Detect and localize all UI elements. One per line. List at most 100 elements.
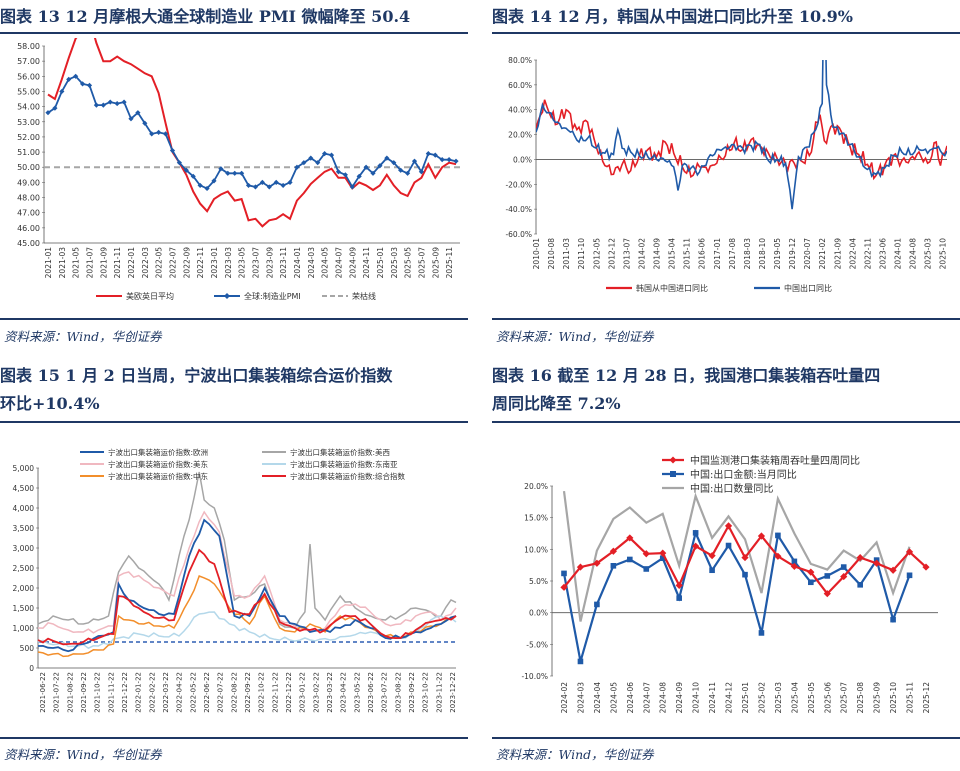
x-tick-label: 2024-09 xyxy=(675,682,684,714)
footer-rule xyxy=(492,737,960,739)
series-line-china-exports xyxy=(536,60,947,210)
data-point xyxy=(791,558,798,565)
data-point xyxy=(905,548,914,556)
x-tick-label: 2025-09 xyxy=(431,247,440,279)
x-tick-label: 2017-01 xyxy=(713,238,722,270)
y-tick-label: 51.00 xyxy=(17,148,40,157)
x-tick-label: 2023-10-22 xyxy=(422,672,430,713)
data-point xyxy=(890,616,896,623)
data-point xyxy=(709,567,715,574)
legend-label: 中国:出口金额:当月同比 xyxy=(690,468,797,481)
data-point xyxy=(857,582,863,588)
source-note: 资料来源：Wind，华创证券 xyxy=(4,329,162,344)
data-point xyxy=(561,570,567,577)
y-tick-label: 48.00 xyxy=(17,194,40,203)
data-point xyxy=(252,184,259,190)
data-point xyxy=(328,152,335,158)
legend-marker xyxy=(669,456,677,464)
data-point xyxy=(676,595,682,601)
y-tick-label: 10.0% xyxy=(524,545,548,554)
x-tick-label: 2022-09 xyxy=(182,247,191,279)
x-tick-label: 2024-09 xyxy=(348,247,357,279)
data-point xyxy=(121,99,127,105)
data-point xyxy=(453,158,459,164)
data-point xyxy=(308,155,314,161)
legend-label: 宁波出口集装箱运价指数:美西 xyxy=(290,447,391,457)
x-tick-label: 2015-04 xyxy=(668,238,677,270)
x-tick-label: 2024-12 xyxy=(725,682,734,714)
data-point xyxy=(560,583,568,591)
x-tick-label: 2025-03 xyxy=(390,247,399,279)
x-tick-label: 2023-06 xyxy=(878,238,887,270)
data-point xyxy=(609,547,617,555)
x-tick-label: 2025-07 xyxy=(417,247,426,279)
data-point xyxy=(432,152,438,158)
x-tick-label: 2024-01 xyxy=(293,247,302,279)
x-tick-label: 2010-08 xyxy=(547,238,556,270)
x-tick-label: 2021-11 xyxy=(113,247,122,279)
y-tick-label: 80.0% xyxy=(508,56,532,65)
data-point xyxy=(356,173,362,179)
x-tick-label: 2023-01-22 xyxy=(299,672,307,713)
chart-title-16-line1: 图表 16 截至 12 月 28 日，我国港口集装箱吞吐量四 xyxy=(492,366,881,385)
y-tick-label: 20.0% xyxy=(524,482,548,491)
x-tick-label: 2022-02-22 xyxy=(148,672,156,713)
data-point xyxy=(342,172,348,178)
x-tick-label: 2024-01 xyxy=(894,238,903,270)
data-point xyxy=(411,158,418,164)
data-point xyxy=(239,170,245,176)
data-point xyxy=(627,556,633,563)
x-tick-label: 2024-07 xyxy=(642,682,651,714)
y-tick-label: 15.0% xyxy=(524,514,548,523)
legend-label: 全球:制造业PMI xyxy=(244,291,301,301)
y-tick-label: 2,500 xyxy=(13,564,35,573)
y-tick-label: 5,000 xyxy=(13,464,35,473)
data-point xyxy=(162,131,169,137)
chart-title-13: 图表 13 12 月摩根大通全球制造业 PMI 微幅降至 50.4 xyxy=(0,7,411,26)
x-tick-label: 2025-11 xyxy=(445,247,454,279)
x-tick-label: 2018-03 xyxy=(743,238,752,270)
data-point xyxy=(287,179,293,185)
x-tick-label: 2025-11 xyxy=(906,682,915,714)
y-tick-label: -40.0% xyxy=(505,205,532,214)
data-point xyxy=(594,601,600,608)
data-point xyxy=(93,102,100,108)
data-point xyxy=(807,568,815,576)
legend-label: 宁波出口集装箱运价指数:东南亚 xyxy=(290,459,398,469)
x-tick-label: 2022-08-22 xyxy=(230,672,238,713)
chart-title-16-line2: 周同比降至 7.2% xyxy=(492,394,621,413)
x-tick-label: 2021-07-22 xyxy=(53,672,61,713)
chart-title-14: 图表 14 12 月，韩国从中国进口同比升至 10.9% xyxy=(492,7,853,26)
x-tick-label: 2023-08-22 xyxy=(394,672,402,713)
x-tick-label: 2010-01 xyxy=(532,238,541,270)
y-tick-label: 53.00 xyxy=(17,118,40,127)
x-tick-label: 2024-07 xyxy=(334,247,343,279)
y-tick-label: 5.0% xyxy=(529,577,548,586)
x-tick-label: 2022-06-22 xyxy=(203,672,211,713)
data-point xyxy=(280,182,286,189)
legend-label: 美欧英日平均 xyxy=(126,291,174,301)
legend-label: 中国:出口数量同比 xyxy=(690,482,773,495)
source-note: 资料来源：Wind，华创证券 xyxy=(496,329,654,344)
x-tick-label: 2023-04-22 xyxy=(340,672,348,713)
x-tick-label: 2025-01 xyxy=(741,682,750,714)
x-tick-label: 2011-10 xyxy=(577,238,586,270)
y-tick-label: -20.0% xyxy=(505,180,532,189)
y-tick-label: 47.00 xyxy=(17,209,40,218)
data-point xyxy=(643,566,650,572)
title-rule xyxy=(492,32,960,34)
data-point xyxy=(742,571,748,578)
legend-label: 宁波出口集装箱运价指数:中东 xyxy=(108,471,209,481)
x-tick-label: 2022-09-22 xyxy=(244,672,252,713)
data-point xyxy=(211,178,217,184)
x-tick-label: 2013-07 xyxy=(622,238,631,270)
y-tick-label: 45.00 xyxy=(17,239,40,248)
x-tick-label: 2018-10 xyxy=(758,238,767,270)
x-tick-label: 2024-04 xyxy=(593,682,602,714)
x-tick-label: 2021-03 xyxy=(58,247,67,279)
data-point xyxy=(418,169,425,175)
y-tick-label: 52.00 xyxy=(17,133,40,142)
x-tick-label: 2022-03 xyxy=(141,247,150,279)
footer-rule xyxy=(0,737,468,739)
x-tick-label: 2014-02 xyxy=(637,238,646,270)
